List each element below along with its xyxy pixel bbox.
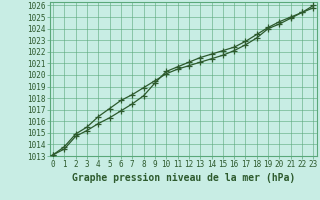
X-axis label: Graphe pression niveau de la mer (hPa): Graphe pression niveau de la mer (hPa) (72, 173, 295, 183)
